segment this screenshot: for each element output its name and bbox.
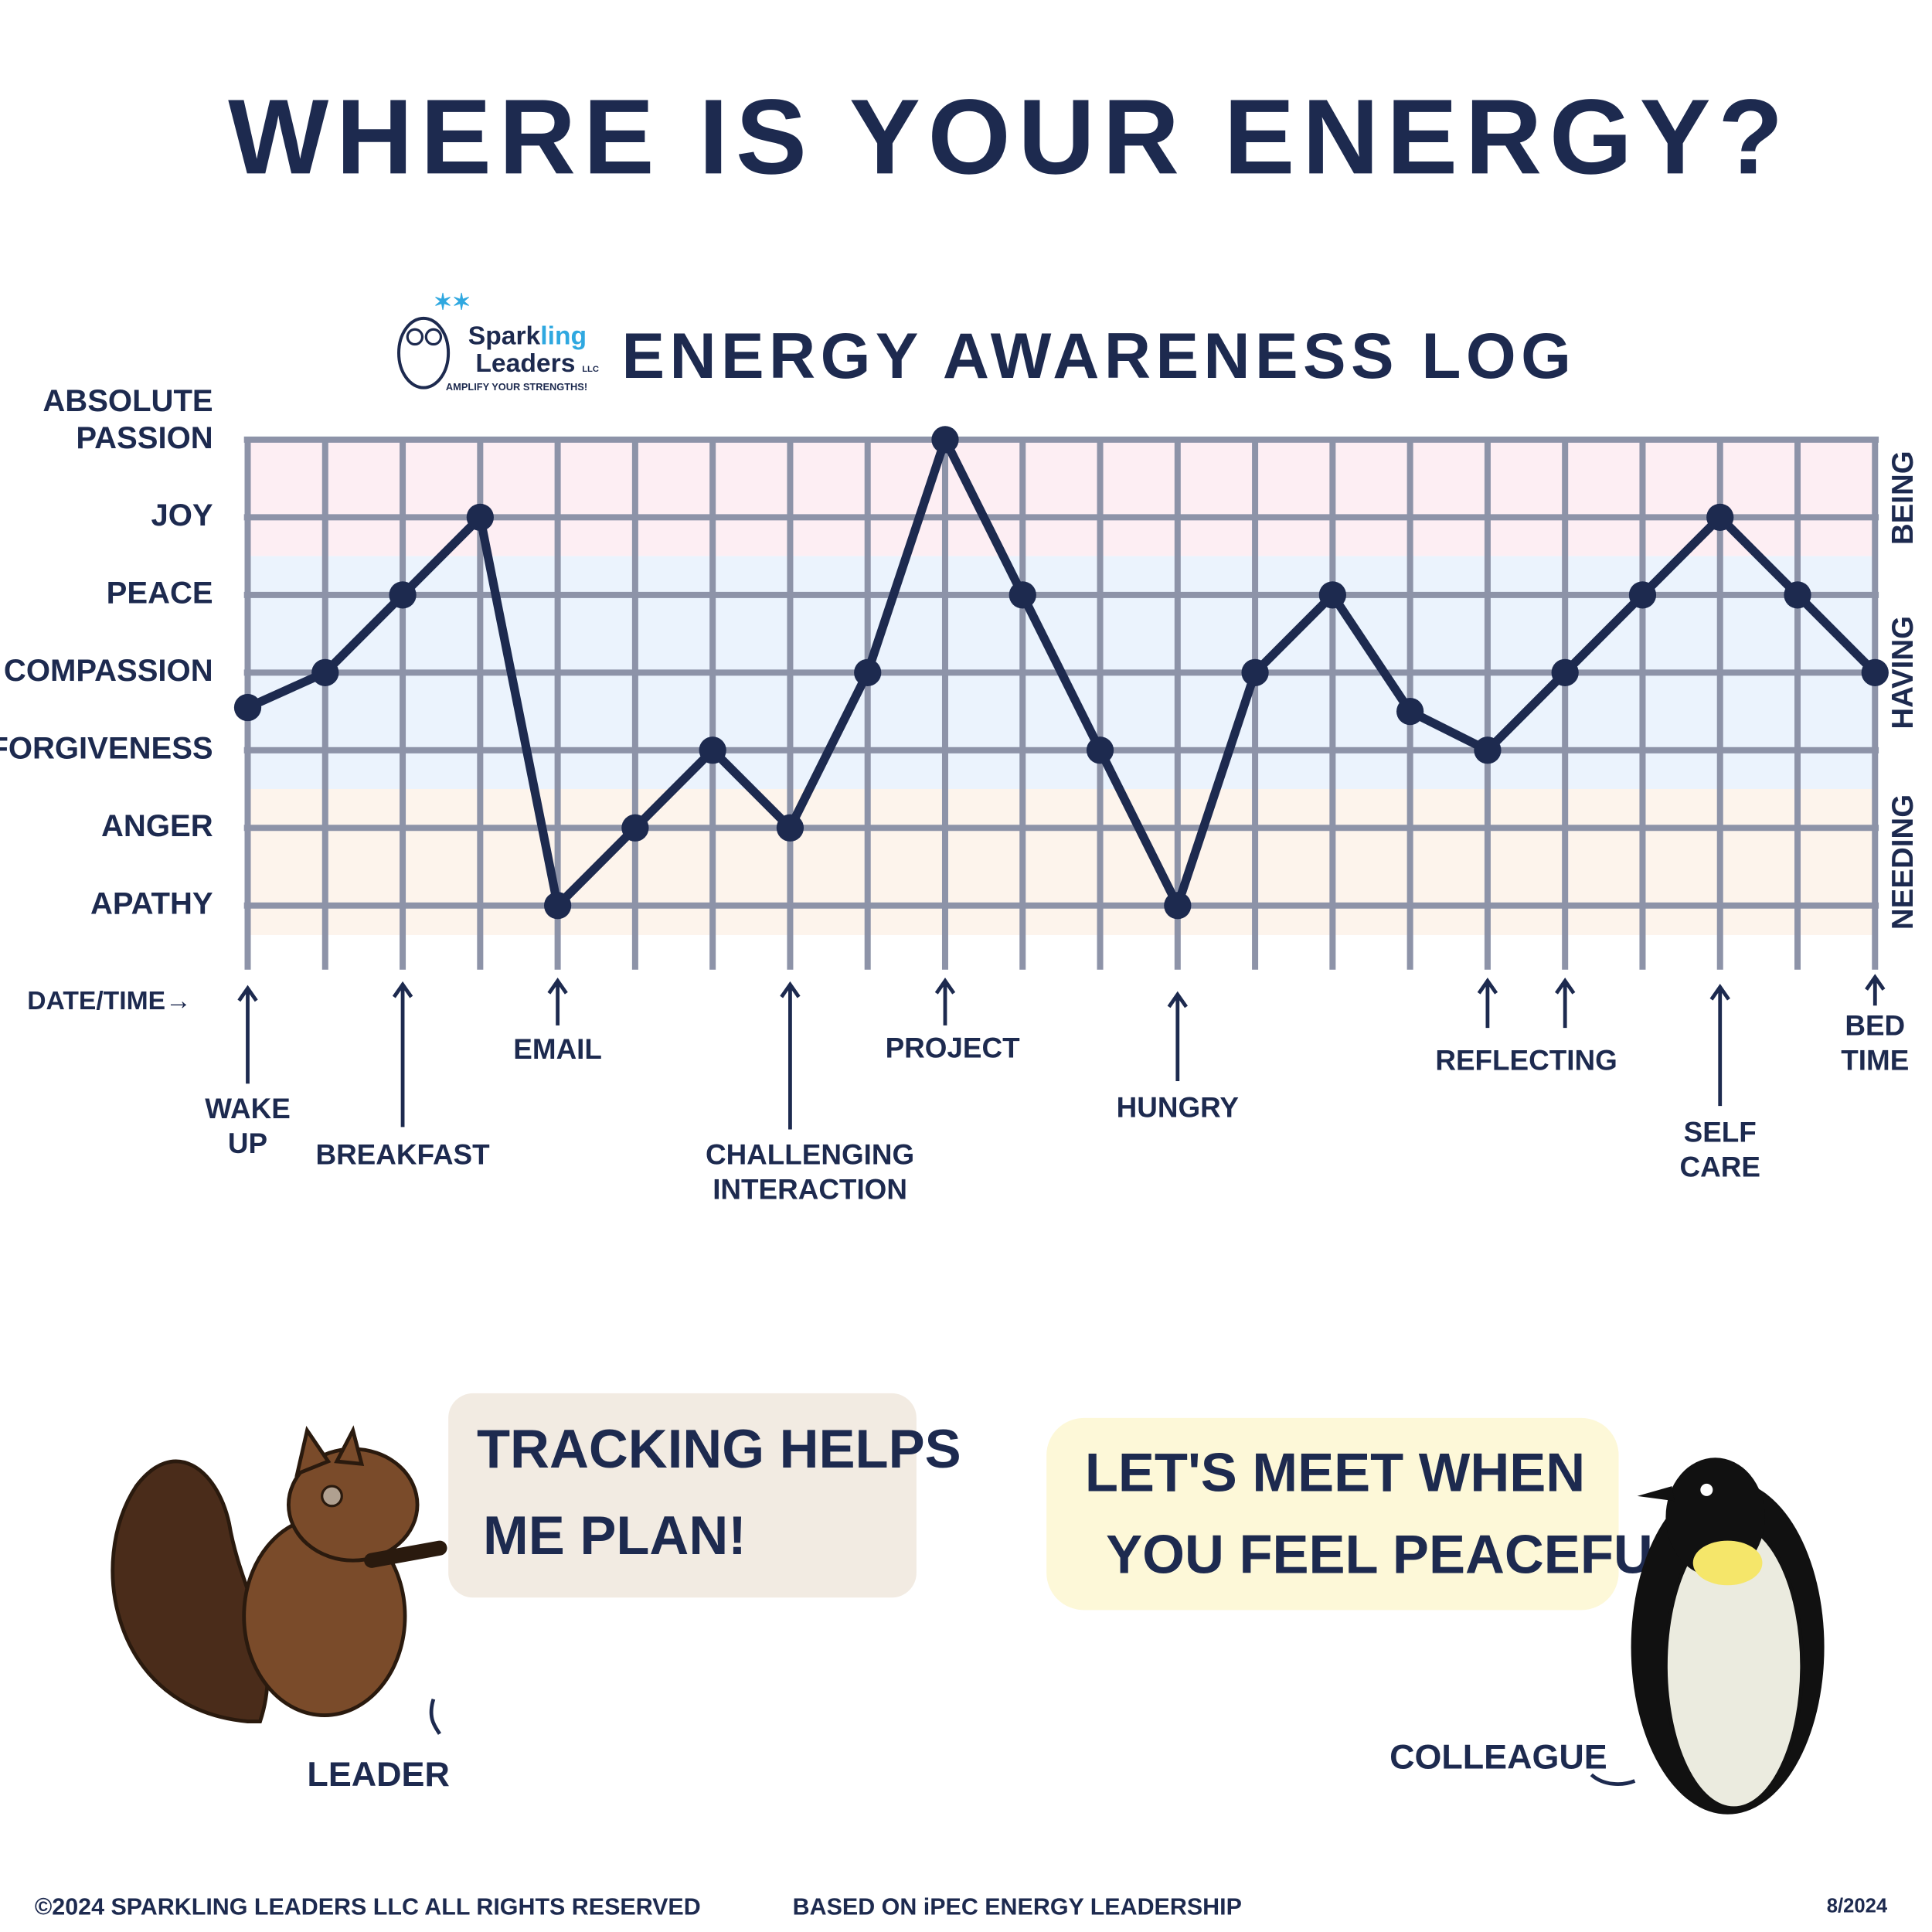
chart: BEING HAVING NEEDING APATHY ANGER FORGIVENESS… <box>0 383 1920 1205</box>
energy-point <box>621 814 649 842</box>
annotation-arrow <box>1554 978 1576 1029</box>
logo-name-part: Spark <box>468 322 541 351</box>
bubble-text: YOU FEEL PEACEFUL <box>1106 1523 1686 1584</box>
bubble-text: ME PLAN! <box>483 1505 747 1566</box>
energy-point <box>1474 736 1502 764</box>
energy-point <box>1784 581 1811 609</box>
energy-point <box>776 814 804 842</box>
annotation-label: INTERACTION <box>713 1173 907 1205</box>
chart-title: ENERGY AWARENESS LOG <box>621 320 1576 392</box>
energy-line <box>246 435 1879 910</box>
annotation-label: SELF <box>1684 1117 1757 1148</box>
energy-point <box>311 658 339 686</box>
squirrel-tail <box>111 1459 270 1723</box>
logo-name: Sparkling <box>468 322 587 351</box>
logo-tagline: AMPLIFY YOUR STRENGTHS! <box>446 381 587 393</box>
annotation-label: WAKE <box>205 1093 291 1124</box>
annotation-arrow <box>237 985 258 1084</box>
squirrel-eye <box>321 1485 343 1508</box>
y-tick-label-line: ABSOLUTE <box>43 383 213 417</box>
logo-name-part: ling <box>540 322 587 351</box>
squirrel <box>111 1425 447 1735</box>
character-label: LEADER <box>307 1754 449 1794</box>
penguin <box>1590 1458 1825 1815</box>
energy-point <box>1318 581 1346 609</box>
energy-point <box>1861 658 1889 686</box>
y-tick-label: FORGIVENESS <box>0 731 213 765</box>
band-label: NEEDING <box>1886 794 1920 930</box>
y-tick-label: JOY <box>151 498 213 532</box>
y-tick-label-line: PASSION <box>67 420 213 454</box>
y-tick-label: ANGER <box>101 809 213 843</box>
logo-line2: Leaders <box>475 349 575 378</box>
page-title: WHERE IS YOUR ENERGY? <box>228 77 1791 196</box>
energy-point <box>699 736 726 764</box>
leader-arrow <box>429 1699 441 1735</box>
annotation-arrow <box>1167 991 1188 1082</box>
annotation-label: HUNGRY <box>1117 1092 1239 1124</box>
annotation-arrow <box>392 981 413 1128</box>
bubble-text: TRACKING HELPS <box>477 1418 961 1479</box>
footer-copyright: ©2024 SPARKLING LEADERS LLC ALL RIGHTS R… <box>35 1894 701 1920</box>
annotation-label: CHALLENGING <box>706 1138 914 1170</box>
annotation-arrow <box>934 978 956 1026</box>
energy-point <box>1396 697 1424 726</box>
energy-point <box>1086 736 1114 764</box>
logo: ✶✶ Sparkling Leaders LLC AMPLIFY YOUR ST… <box>397 291 599 393</box>
penguin-patch <box>1692 1540 1763 1586</box>
annotation-arrow <box>780 981 801 1130</box>
energy-point <box>1551 658 1579 686</box>
energy-point <box>1164 892 1192 920</box>
squirrel-ears <box>294 1425 365 1477</box>
speech-bubble <box>448 1393 917 1598</box>
annotation-arrow <box>1709 984 1730 1107</box>
energy-point <box>931 426 959 454</box>
band <box>247 789 1876 935</box>
y-tick-label: PEACE <box>107 576 213 610</box>
energy-point <box>1628 581 1657 609</box>
squirrel-arm <box>364 1540 447 1568</box>
energy-point <box>389 581 417 609</box>
footer-source: BASED ON iPEC ENERGY LEADERSHIP <box>793 1894 1242 1920</box>
annotation-arrow <box>1865 974 1886 1006</box>
energy-point <box>466 503 494 532</box>
penguin-eye <box>1700 1483 1713 1496</box>
annotation-label: TIME <box>1841 1045 1909 1077</box>
band-label: BEING <box>1886 451 1920 545</box>
annotation-label: BREAKFAST <box>315 1138 490 1170</box>
logo-stars: ✶✶ <box>434 291 471 315</box>
annotation-label: BED <box>1845 1010 1905 1042</box>
band-label: HAVING <box>1886 616 1920 730</box>
energy-point <box>233 693 262 722</box>
energy-point <box>543 892 572 920</box>
annotation-arrow <box>547 978 568 1026</box>
band <box>247 439 1876 556</box>
x-axis-label: DATE/TIME→ <box>27 987 191 1015</box>
annotation-label: EMAIL <box>513 1033 602 1065</box>
y-tick-label: COMPASSION <box>4 654 213 688</box>
bubble-text: LET'S MEET WHEN <box>1085 1441 1585 1502</box>
y-tick-label: ABSOLUTE PASSION <box>43 383 213 454</box>
annotation-arrow <box>1477 978 1498 1029</box>
annotation-label: UP <box>228 1128 267 1159</box>
energy-point <box>1241 658 1269 686</box>
logo-suffix: LLC <box>582 365 599 374</box>
annotation-label: CARE <box>1680 1151 1760 1182</box>
logo-owl-eye <box>406 328 424 346</box>
speech-bubble <box>1046 1417 1619 1611</box>
energy-point <box>1009 581 1036 609</box>
colleague-arrow <box>1590 1773 1636 1786</box>
y-tick-label: APATHY <box>90 886 213 920</box>
energy-point <box>1706 503 1734 532</box>
logo-owl <box>397 316 451 389</box>
character-label: COLLEAGUE <box>1389 1736 1607 1776</box>
penguin-beak <box>1637 1486 1675 1502</box>
logo-owl-eye <box>424 328 443 346</box>
annotation-label: REFLECTING <box>1435 1045 1617 1077</box>
annotation-label: PROJECT <box>886 1032 1021 1064</box>
energy-point <box>854 658 882 686</box>
footer-date: 8/2024 <box>1827 1895 1888 1917</box>
